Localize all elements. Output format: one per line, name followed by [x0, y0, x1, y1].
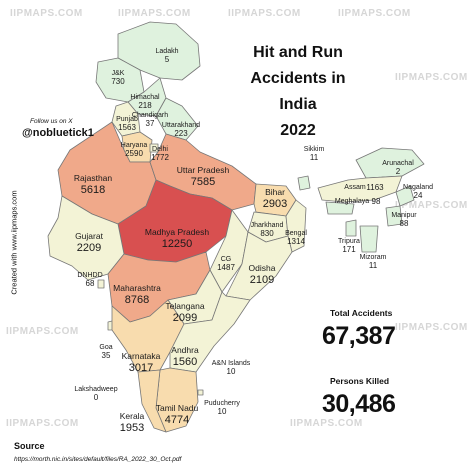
label-haryana: Haryana 2590 [120, 142, 148, 158]
credit-text: Created with www.iipmaps.com [9, 190, 19, 295]
label-ladakh: Ladakh 5 [155, 48, 179, 64]
watermark: IIPMAPS.COM [395, 72, 468, 83]
region-kerala [137, 369, 167, 433]
label-mp: Madhya Pradesh 12250 [144, 227, 210, 250]
label-telangana: Telangana 2099 [165, 301, 205, 324]
title-line-3: 2022 [280, 122, 316, 139]
label-tamilnadu: Tamil Nadu 4774 [155, 403, 199, 426]
label-gujarat: Gujarat 2209 [75, 231, 103, 254]
label-kerala: Kerala 1953 [119, 411, 145, 434]
region-nagaland [395, 185, 415, 207]
label-manipur: Manipur 88 [391, 212, 417, 228]
label-nagaland: Nagaland 24 [403, 184, 433, 200]
label-uttarakhand: Uttarakhand 223 [161, 122, 201, 138]
label-punjab: Punjab 1563 [116, 116, 138, 132]
total-accidents-label: Total Accidents [330, 308, 393, 318]
region-sikkim [297, 175, 311, 191]
label-meghalaya: Meghalaya [334, 198, 370, 205]
title-line-1: Hit and Run [253, 44, 343, 61]
watermark: IIPMAPS.COM [395, 322, 468, 333]
value-meghalaya: 98 [371, 197, 381, 206]
label-tripura: Tripura 171 [338, 238, 360, 254]
label-chandigarh: Chandigarh 37 [131, 112, 169, 128]
persons-killed-label: Persons Killed [330, 376, 390, 386]
label-himachal: Himachal 218 [130, 94, 160, 110]
label-lakshadweep: Lakshadweep 0 [74, 386, 118, 402]
region-meghalaya [325, 201, 355, 215]
label-jk: J&K 730 [111, 70, 125, 86]
label-bihar: Bihar 2903 [262, 187, 288, 210]
label-sikkim: Sikkim 11 [303, 146, 325, 162]
watermark: IIPMAPS.COM [395, 200, 468, 211]
label-andhra: Andhra 1560 [171, 345, 199, 368]
label-an-islands: A&N Islands 10 [211, 360, 251, 376]
source-label: Source [14, 441, 45, 451]
region-dnhdd [97, 279, 105, 289]
label-puducherry: Puducherry 10 [204, 400, 240, 416]
region-puducherry [197, 389, 204, 396]
label-delhi: Delhi 1772 [151, 146, 169, 162]
region-manipur [385, 205, 403, 227]
total-accidents-value: 67,387 [322, 322, 396, 350]
social-handle[interactable]: @nobluetick1 [22, 127, 94, 139]
label-arunachal: Arunachal 2 [382, 160, 414, 176]
watermark: IIPMAPS.COM [290, 418, 363, 429]
label-odisha: Odisha 2109 [248, 263, 276, 286]
title-line-2: Accidents in India [250, 70, 346, 113]
follow-text: Follow us on X [30, 118, 73, 125]
label-karnataka: Karnataka 3017 [121, 351, 161, 374]
source-url[interactable]: https://morth.nic.in/sites/default/files… [14, 456, 182, 463]
watermark: IIPMAPS.COM [118, 8, 191, 19]
watermark: IIPMAPS.COM [6, 418, 79, 429]
label-bengal: Bengal 1314 [285, 230, 307, 246]
watermark: IIPMAPS.COM [6, 326, 79, 337]
label-maharashtra: Maharashtra 8768 [113, 283, 161, 306]
map-title: Hit and Run Accidents in India 2022 [238, 40, 358, 144]
region-mizoram [359, 225, 379, 253]
label-jharkhand: Jharkhand 830 [250, 222, 284, 238]
label-goa: Goa 35 [99, 344, 113, 360]
watermark: IIPMAPS.COM [228, 8, 301, 19]
label-dnhdd: DNHDD 68 [77, 272, 103, 288]
watermark: IIPMAPS.COM [10, 8, 83, 19]
region-andhra [169, 291, 251, 373]
watermark: IIPMAPS.COM [338, 8, 411, 19]
value-assam: 1163 [366, 183, 384, 192]
label-assam: Assam [344, 184, 366, 191]
label-cg: CG 1487 [217, 256, 235, 272]
label-mizoram: Mizoram 11 [359, 254, 387, 270]
region-gujarat [47, 195, 125, 281]
persons-killed-value: 30,486 [322, 390, 396, 418]
label-up: Uttar Pradesh 7585 [176, 165, 230, 188]
region-tripura [345, 219, 357, 237]
label-rajasthan: Rajasthan 5618 [73, 173, 113, 196]
